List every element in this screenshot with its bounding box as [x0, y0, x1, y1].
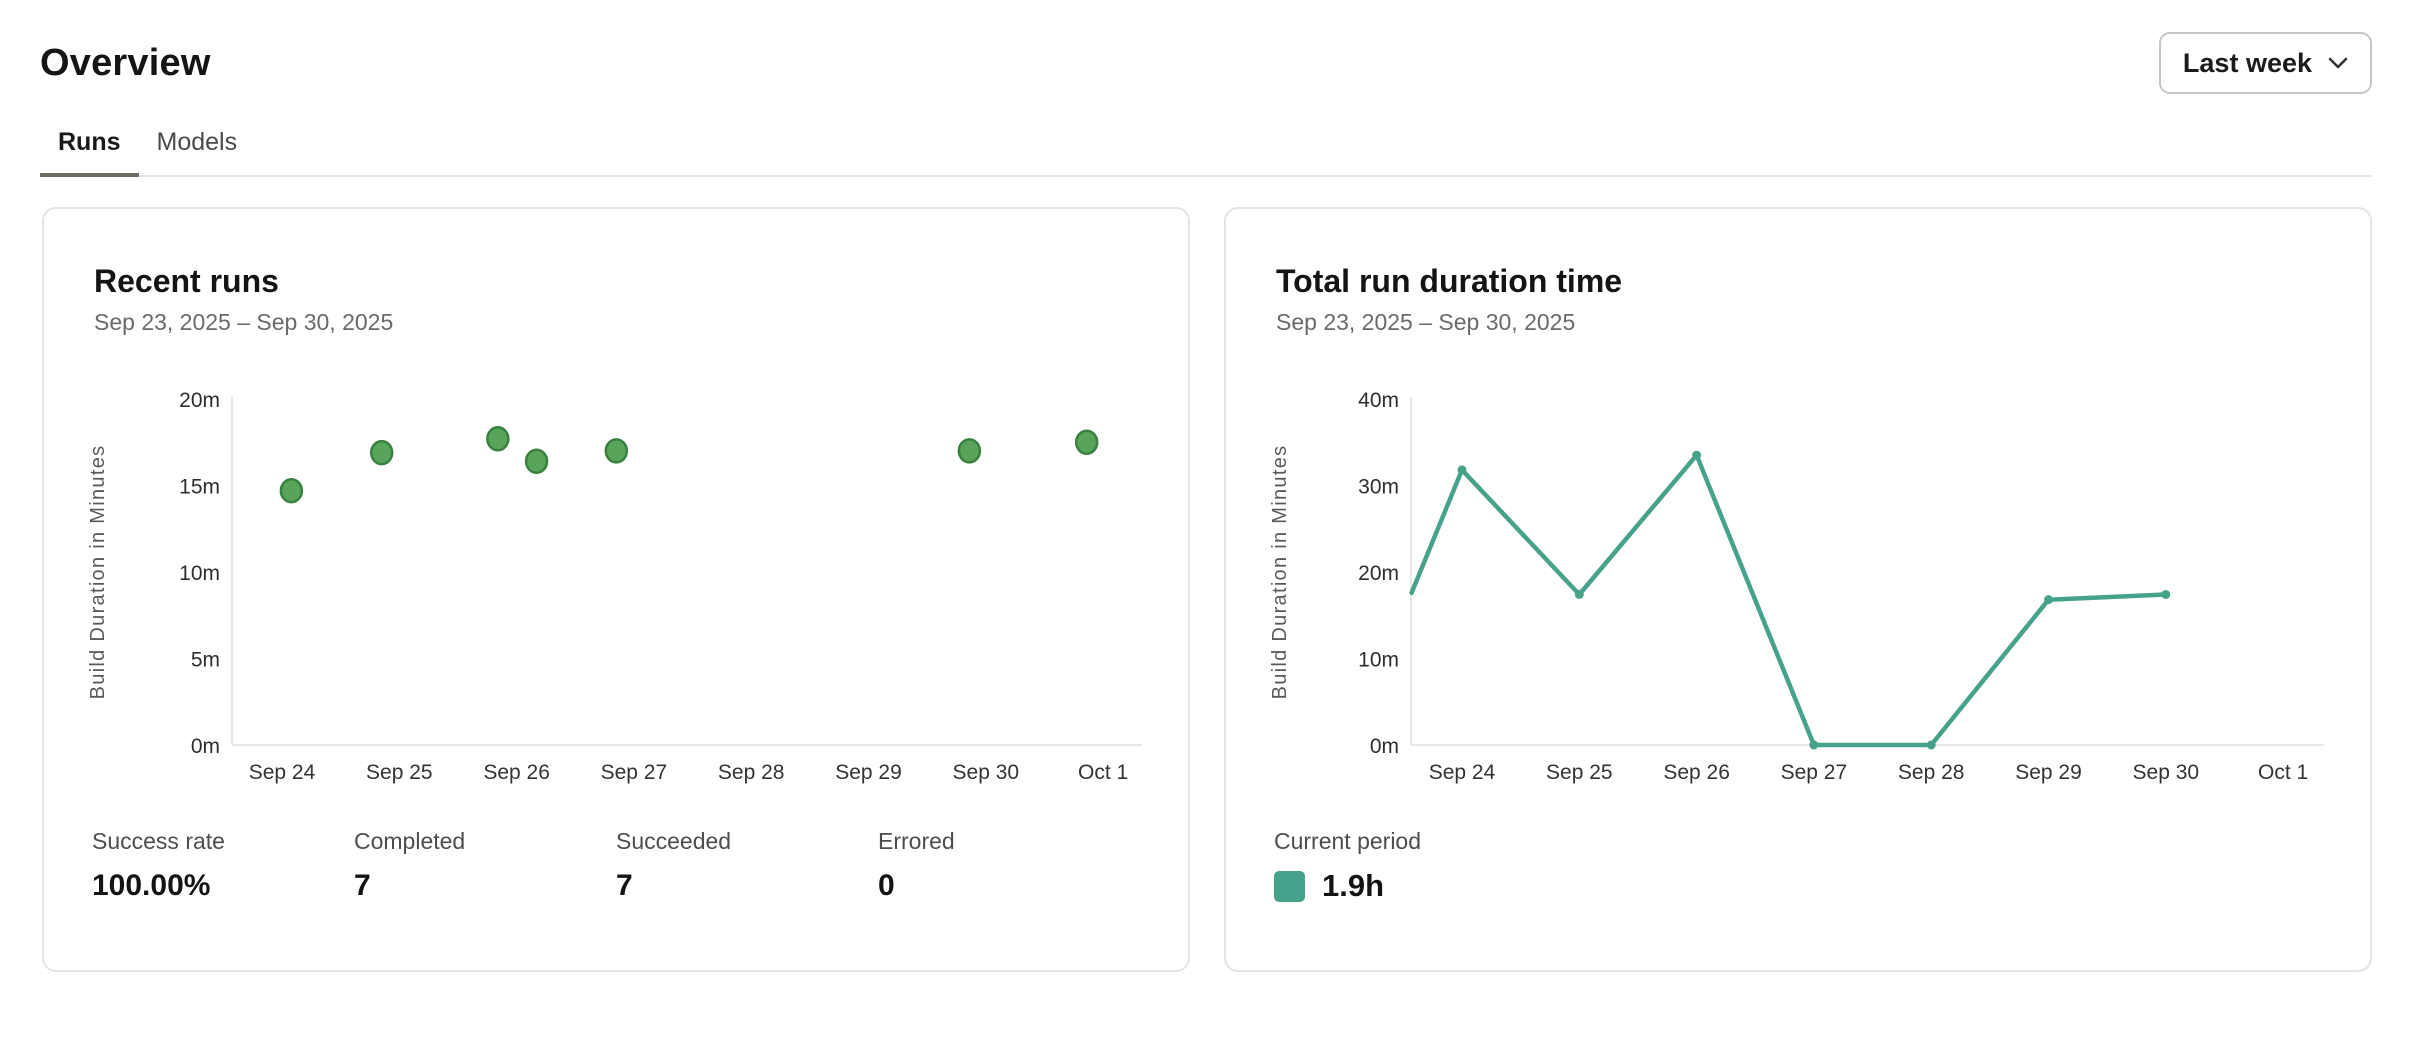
legend-swatch-icon — [1274, 870, 1305, 902]
top-bar: Overview Last week — [0, 0, 2414, 94]
svg-text:Sep 25: Sep 25 — [366, 761, 433, 784]
stat-value: 7 — [616, 869, 633, 902]
svg-text:Sep 26: Sep 26 — [483, 761, 550, 784]
svg-text:Sep 28: Sep 28 — [1898, 761, 1965, 784]
legend-row: 1.9h — [1274, 868, 2322, 904]
svg-text:Sep 27: Sep 27 — [1781, 761, 1848, 784]
legend-value: 1.9h — [1322, 868, 1385, 903]
recent-runs-header: Recent runs Sep 23, 2025 – Sep 30, 2025 — [44, 261, 1188, 337]
chevron-down-icon — [2328, 57, 2348, 69]
tab-models[interactable]: Models — [156, 128, 238, 156]
duration-card: Total run duration time Sep 23, 2025 – S… — [1224, 207, 2372, 972]
stat-value: 0 — [878, 869, 895, 902]
svg-text:Build Duration in Minutes: Build Duration in Minutes — [87, 445, 109, 700]
page-title: Overview — [40, 42, 211, 84]
duration-line-chart[interactable]: 0m 10m 20m 30m 40m Sep 24 Sep 25 Sep 26 Sep 27 Se… — [1226, 381, 2370, 793]
svg-text:30m: 30m — [1358, 476, 1399, 499]
date-range: Sep 23, 2025 – Sep 30, 2025 — [1276, 309, 1576, 335]
svg-text:Build Duration in Minutes: Build Duration in Minutes — [1269, 445, 1291, 700]
tab-runs[interactable]: Runs — [40, 128, 139, 177]
stat-label: Completed — [354, 828, 466, 854]
duration-header: Total run duration time Sep 23, 2025 – S… — [1226, 261, 2370, 337]
svg-text:Sep 24: Sep 24 — [249, 761, 316, 784]
recent-runs-scatter-chart[interactable]: 0m 5m 10m 15m 20m Sep 24 Sep 25 Sep 26 Sep 27 Sep… — [44, 381, 1188, 793]
stat-errored: Errored 0 — [878, 827, 1140, 903]
svg-text:Sep 29: Sep 29 — [2015, 761, 2082, 784]
stat-label: Succeeded — [616, 828, 732, 854]
period-selector[interactable]: Last week — [2158, 32, 2372, 94]
svg-text:40m: 40m — [1358, 389, 1399, 412]
svg-text:5m: 5m — [191, 649, 220, 672]
cards-row: Recent runs Sep 23, 2025 – Sep 30, 2025 … — [42, 207, 2372, 972]
svg-text:15m: 15m — [179, 476, 220, 499]
svg-text:20m: 20m — [179, 389, 220, 412]
svg-text:20m: 20m — [1358, 562, 1399, 585]
svg-text:Sep 28: Sep 28 — [718, 761, 785, 784]
recent-runs-card: Recent runs Sep 23, 2025 – Sep 30, 2025 … — [42, 207, 1190, 972]
svg-text:Sep 26: Sep 26 — [1663, 761, 1730, 784]
svg-text:10m: 10m — [179, 562, 220, 585]
svg-text:10m: 10m — [1358, 649, 1399, 672]
svg-text:Sep 29: Sep 29 — [835, 761, 902, 784]
svg-text:Sep 24: Sep 24 — [1429, 761, 1496, 784]
svg-text:Oct 1: Oct 1 — [2258, 761, 2308, 784]
svg-text:Sep 30: Sep 30 — [953, 761, 1020, 784]
duration-legend: Current period 1.9h — [1226, 793, 2370, 904]
stat-value: 100.00% — [92, 869, 211, 902]
svg-text:0m: 0m — [1370, 735, 1399, 758]
stat-completed: Completed 7 — [354, 827, 616, 903]
run-stats: Success rate 100.00% Completed 7 Succeed… — [44, 793, 1188, 903]
tab-bar: Runs Models — [40, 128, 2372, 177]
svg-text:Sep 25: Sep 25 — [1546, 761, 1613, 784]
card-title: Recent runs — [94, 263, 279, 299]
svg-text:Sep 27: Sep 27 — [601, 761, 668, 784]
stat-success-rate: Success rate 100.00% — [92, 827, 354, 903]
legend-label: Current period — [1274, 828, 1422, 854]
period-selector-label: Last week — [2182, 47, 2312, 78]
card-title: Total run duration time — [1276, 263, 1623, 299]
svg-text:0m: 0m — [191, 735, 220, 758]
svg-text:Sep 30: Sep 30 — [2133, 761, 2200, 784]
date-range: Sep 23, 2025 – Sep 30, 2025 — [94, 309, 394, 335]
svg-text:Oct 1: Oct 1 — [1078, 761, 1128, 784]
stat-label: Success rate — [92, 828, 225, 854]
stat-succeeded: Succeeded 7 — [616, 827, 878, 903]
stat-value: 7 — [354, 869, 371, 902]
stat-label: Errored — [878, 828, 955, 854]
